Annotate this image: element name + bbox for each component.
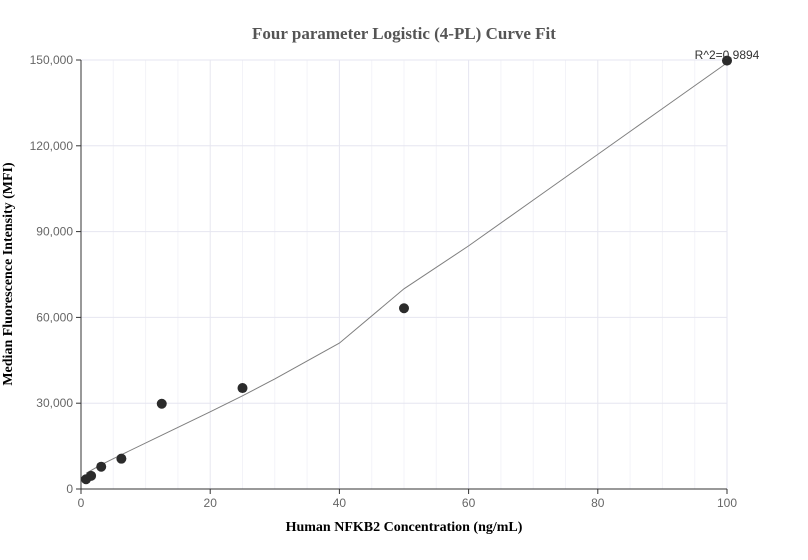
x-tick-label: 0 bbox=[78, 496, 85, 510]
grid-lines bbox=[81, 59, 728, 489]
y-tick-label: 90,000 bbox=[36, 225, 73, 239]
x-tick-label: 100 bbox=[717, 496, 737, 510]
y-axis-label: Median Fluorescence Intensity (MFI) bbox=[1, 162, 16, 386]
data-point bbox=[399, 303, 409, 314]
x-axis-label: Human NFKB2 Concentration (ng/mL) bbox=[286, 520, 523, 535]
axes bbox=[76, 59, 728, 494]
x-tick-label: 80 bbox=[591, 496, 605, 510]
fit-curve-group bbox=[85, 62, 728, 474]
x-tick-label: 60 bbox=[462, 496, 476, 510]
x-tick-label: 20 bbox=[204, 496, 218, 510]
y-tick-label: 60,000 bbox=[36, 310, 73, 324]
fit-curve bbox=[85, 62, 728, 474]
data-point bbox=[96, 461, 107, 472]
data-point bbox=[722, 55, 732, 66]
data-point bbox=[156, 398, 167, 409]
x-tick-label: 40 bbox=[333, 496, 347, 510]
x-tick-labels: 0 20 40 60 80 100 bbox=[78, 496, 738, 510]
y-tick-label: 30,000 bbox=[36, 396, 73, 410]
y-tick-label: 150,000 bbox=[30, 53, 74, 67]
data-point bbox=[86, 470, 97, 481]
y-tick-labels: 0 30,000 60,000 90,000 120,000 150,000 bbox=[30, 53, 74, 496]
chart-title: Four parameter Logistic (4-PL) Curve Fit bbox=[252, 24, 556, 43]
data-points bbox=[81, 55, 732, 485]
y-tick-label: 120,000 bbox=[30, 139, 74, 153]
r-squared-annotation: R^2=0.9894 bbox=[695, 48, 760, 62]
data-point bbox=[116, 453, 127, 464]
data-point bbox=[237, 383, 248, 394]
y-tick-label: 0 bbox=[66, 482, 73, 496]
